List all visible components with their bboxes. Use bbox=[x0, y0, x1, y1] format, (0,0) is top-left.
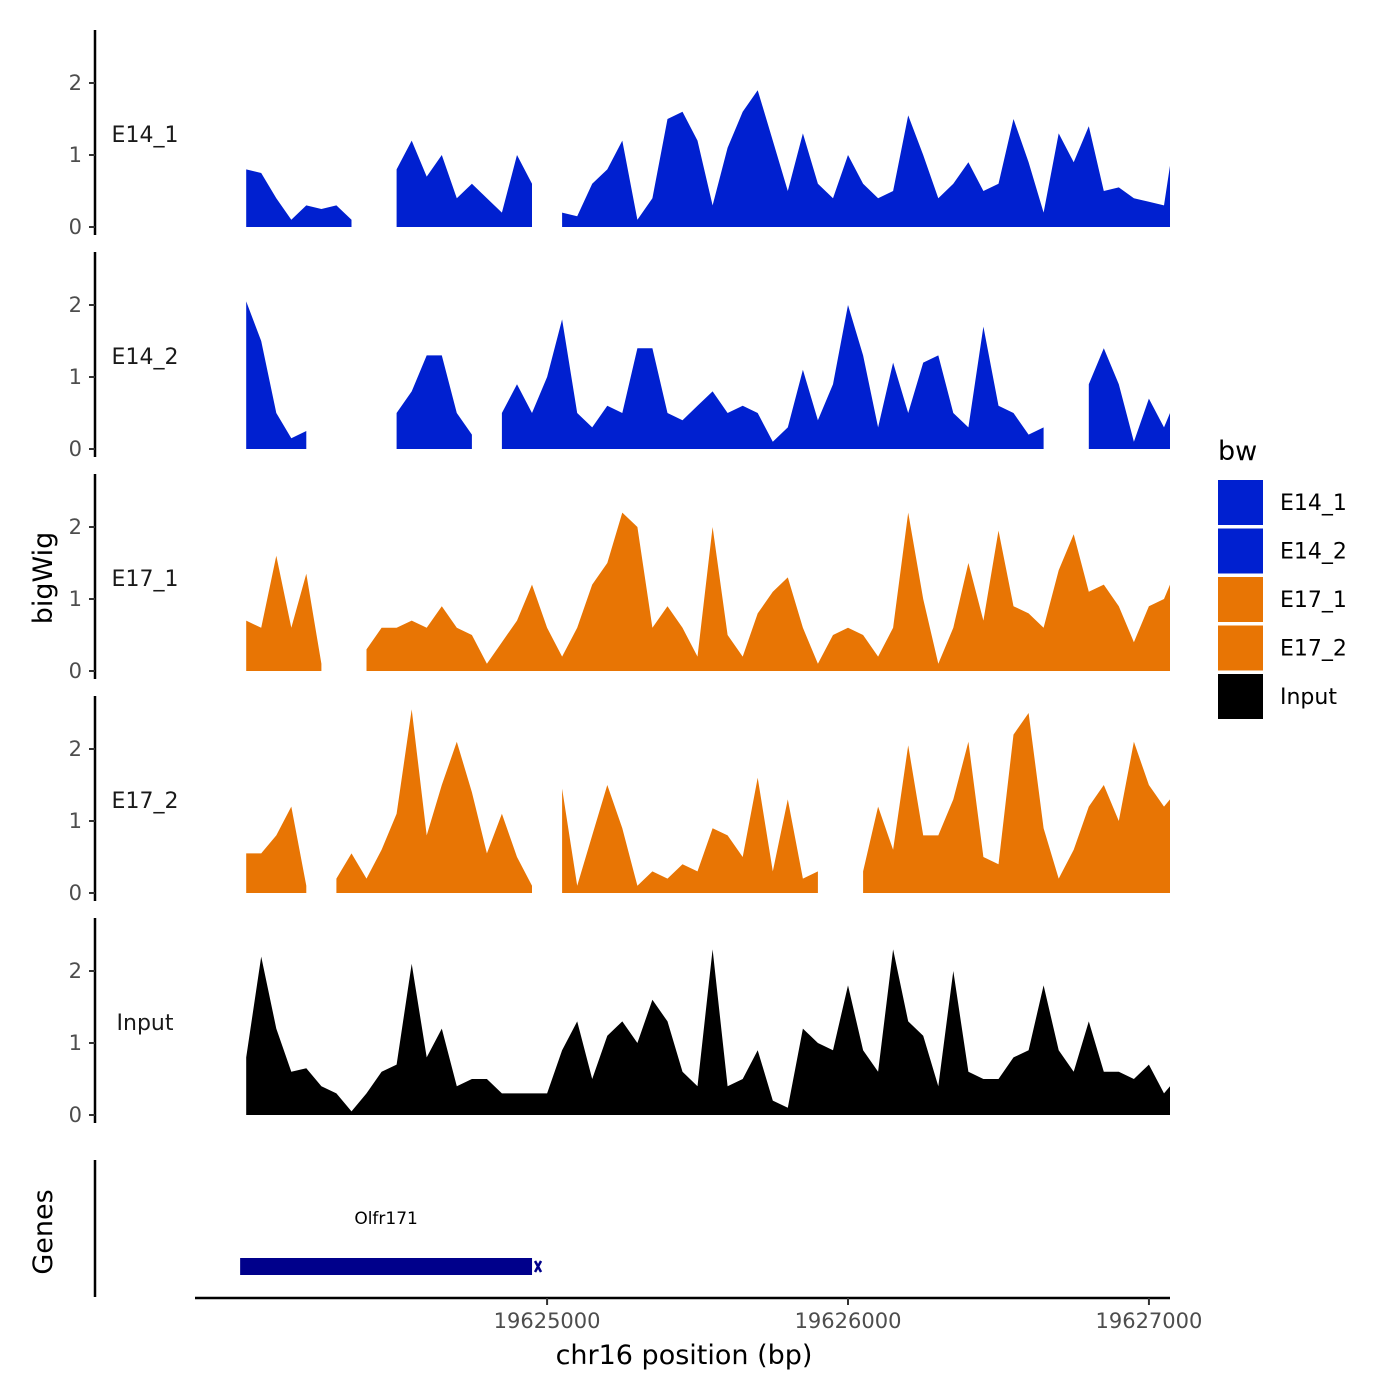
coverage-area-e14-1 bbox=[396, 140, 532, 227]
y-tick-label: 1 bbox=[69, 143, 82, 167]
x-axis-title: chr16 position (bp) bbox=[556, 1340, 813, 1371]
x-tick-label: 19626000 bbox=[795, 1309, 902, 1333]
coverage-area-e17-1 bbox=[246, 555, 322, 671]
y-tick-label: 0 bbox=[69, 659, 82, 683]
coverage-area-e14-1 bbox=[246, 169, 352, 227]
legend-label: E17_2 bbox=[1280, 637, 1347, 662]
legend-key bbox=[1218, 577, 1263, 622]
coverage-area-e14-1 bbox=[562, 90, 1170, 227]
y-tick-label: 1 bbox=[69, 809, 82, 833]
y-tick-label: 2 bbox=[69, 293, 82, 317]
genes-axis-title: Genes bbox=[28, 1189, 59, 1274]
track-e17-2: 0 1 2 E17_2 bbox=[69, 696, 1170, 905]
track-e14-1: 0 1 2 E14_1 bbox=[69, 30, 1170, 239]
y-tick-label: 2 bbox=[69, 959, 82, 983]
track-label: E14_1 bbox=[112, 123, 179, 148]
legend-key bbox=[1218, 625, 1263, 671]
y-axis-title: bigWig bbox=[28, 532, 59, 625]
legend-title: bw bbox=[1218, 436, 1257, 467]
track-e17-1: 0 1 2 E17_1 bbox=[69, 474, 1170, 683]
legend-key bbox=[1218, 674, 1263, 719]
y-tick-label: 2 bbox=[69, 515, 82, 539]
bigwig-tracks: 0 1 2 E14_1 0 1 2 E14_2 0 1 2 E17_1 0 1 2 E17_2 0 1 2 Input bbox=[69, 30, 1170, 1127]
genes-panel: Olfr171 bbox=[93, 1160, 543, 1297]
gene-label: Olfr171 bbox=[354, 1209, 418, 1229]
y-tick-label: 1 bbox=[69, 587, 82, 611]
track-label: E17_1 bbox=[112, 567, 179, 592]
coverage-area-e17-2 bbox=[336, 709, 532, 893]
y-tick-label: 1 bbox=[69, 365, 82, 389]
coverage-area-e14-2 bbox=[1088, 348, 1170, 449]
y-tick-label: 2 bbox=[69, 737, 82, 761]
track-label: Input bbox=[117, 1011, 174, 1036]
legend-label: Input bbox=[1280, 685, 1337, 710]
coverage-area-e17-2 bbox=[246, 806, 307, 893]
coverage-area-e17-2 bbox=[863, 713, 1170, 893]
y-tick-label: 0 bbox=[69, 215, 82, 239]
legend-label: E14_1 bbox=[1280, 491, 1347, 516]
x-axis: 19625000 19626000 19627000 bbox=[195, 1296, 1202, 1333]
coverage-area-e14-2 bbox=[396, 355, 472, 449]
gene-strand-marker bbox=[533, 1260, 543, 1273]
legend-label: E17_1 bbox=[1280, 588, 1347, 613]
x-tick-label: 19625000 bbox=[494, 1309, 601, 1333]
legend-key bbox=[1218, 528, 1263, 574]
x-tick-label: 19627000 bbox=[1095, 1309, 1202, 1333]
coverage-area-input bbox=[246, 949, 1170, 1115]
coverage-area-e14-2 bbox=[246, 301, 307, 449]
coverage-area-e17-1 bbox=[366, 512, 1170, 671]
coverage-area-e17-2 bbox=[562, 777, 818, 893]
legend-key bbox=[1218, 480, 1263, 525]
coverage-area-e14-2 bbox=[501, 305, 1044, 449]
y-tick-label: 1 bbox=[69, 1031, 82, 1055]
track-label: E17_2 bbox=[112, 789, 179, 814]
track-label: E14_2 bbox=[112, 345, 179, 370]
y-tick-label: 0 bbox=[69, 881, 82, 905]
legend-label: E14_2 bbox=[1280, 540, 1347, 565]
track-e14-2: 0 1 2 E14_2 bbox=[69, 252, 1170, 461]
y-tick-label: 0 bbox=[69, 437, 82, 461]
gene-body bbox=[240, 1258, 533, 1275]
y-tick-label: 2 bbox=[69, 71, 82, 95]
track-input: 0 1 2 Input bbox=[69, 918, 1170, 1127]
legend: bw E14_1 E14_2 E17_1 E17_2 Input bbox=[1218, 436, 1347, 719]
y-tick-label: 0 bbox=[69, 1103, 82, 1127]
